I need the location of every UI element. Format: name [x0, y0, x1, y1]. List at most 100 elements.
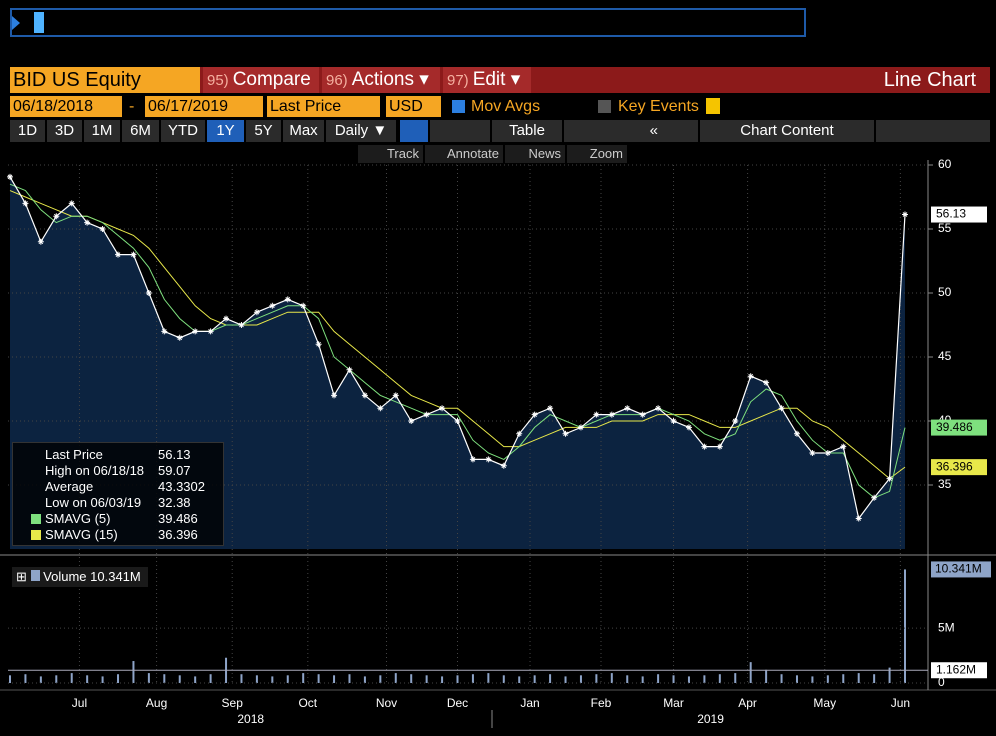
price-flag-label: 56.13: [936, 207, 966, 221]
tab[interactable]: 95) Compare: [203, 67, 319, 93]
volume-bar: [533, 675, 536, 683]
price-marker: [824, 450, 831, 456]
volume-name: Volume: [43, 569, 87, 584]
price-marker: [130, 251, 137, 258]
x-tick-label: Apr: [738, 696, 757, 710]
line-icon[interactable]: [400, 120, 428, 142]
period-button[interactable]: Max: [283, 120, 324, 142]
volume-bar: [626, 675, 629, 683]
price-marker: [562, 430, 569, 437]
tool-button[interactable]: Annotate: [425, 145, 503, 163]
volume-bar: [826, 675, 829, 683]
end-date[interactable]: 06/17/2019: [145, 96, 263, 117]
frequency[interactable]: Daily ▼: [326, 120, 396, 142]
bar-icon[interactable]: [430, 120, 490, 142]
x-tick-label: Jan: [520, 696, 539, 710]
price-marker: [192, 328, 199, 335]
volume-bar: [734, 673, 737, 683]
period-button[interactable]: 1D: [10, 120, 45, 142]
price-marker: [716, 443, 723, 450]
volume-bar: [86, 675, 89, 683]
tab[interactable]: 97) Edit ▾: [443, 67, 531, 93]
x-tick-label: Nov: [376, 696, 397, 710]
price-marker: [84, 219, 91, 226]
price-marker: [516, 430, 523, 437]
period-button[interactable]: 5Y: [246, 120, 281, 142]
price-marker: [454, 418, 461, 424]
price-marker: [223, 315, 230, 322]
volume-average-flag: [931, 662, 987, 679]
volume-bar: [657, 674, 660, 683]
period-button[interactable]: 1M: [84, 120, 120, 142]
price-marker: [469, 456, 476, 463]
period-button[interactable]: YTD: [161, 120, 205, 142]
tab-label: Edit ▾: [472, 69, 521, 90]
series-line: [9, 190, 906, 480]
period-button[interactable]: 3D: [47, 120, 82, 142]
period-button[interactable]: 1Y: [207, 120, 244, 142]
start-date[interactable]: 06/18/2018: [10, 96, 122, 117]
price-marker: [331, 392, 338, 399]
legend-swatch: [31, 530, 41, 540]
settings[interactable]: [876, 120, 990, 142]
price-marker: [99, 226, 106, 232]
volume-bar: [348, 674, 351, 683]
command-line[interactable]: [10, 8, 806, 37]
price-marker: [577, 424, 584, 431]
volume-bar: [765, 669, 768, 683]
table[interactable]: Table: [492, 120, 562, 142]
price-marker: [269, 302, 276, 309]
legend-label: High on 06/18/18: [45, 463, 145, 478]
chart-content[interactable]: Chart Content: [700, 120, 874, 142]
price-marker: [763, 379, 770, 386]
volume-bar: [888, 667, 891, 683]
price-marker: [161, 328, 168, 335]
tab-label: Compare: [232, 69, 311, 90]
back[interactable]: «: [564, 120, 698, 142]
volume-bar: [70, 673, 73, 683]
volume-flag: [931, 561, 991, 578]
price-marker: [68, 200, 75, 207]
price-marker: [7, 173, 13, 180]
key-events: Key Events: [618, 98, 699, 115]
volume-bar: [302, 673, 305, 683]
volume-bar: [549, 674, 552, 683]
security[interactable]: BID US Equity: [10, 67, 200, 93]
volume-value: 10.341M: [90, 569, 141, 584]
field[interactable]: Last Price: [267, 96, 380, 117]
legend-label: SMAVG (15): [45, 527, 118, 542]
volume-flag-label: 10.341M: [935, 562, 982, 576]
volume-bar: [487, 673, 490, 683]
price-marker: [547, 405, 554, 412]
price-flag: [931, 459, 987, 476]
volume-tick-label: 5M: [938, 620, 955, 634]
tool-button[interactable]: Zoom: [567, 145, 627, 163]
price-marker: [500, 462, 507, 469]
view-title: Line Chart: [883, 69, 976, 91]
price-marker: [53, 213, 60, 220]
legend-label: Last Price: [45, 447, 103, 462]
price-flag: [931, 206, 987, 223]
tab[interactable]: 96) Actions ▾: [322, 67, 440, 93]
price-marker: [284, 296, 291, 303]
legend-label: SMAVG (5): [45, 511, 111, 526]
mov-avgs-checkbox[interactable]: [452, 100, 465, 113]
currency[interactable]: USD: [386, 96, 441, 117]
tool-button[interactable]: Track: [358, 145, 423, 163]
y-tick-label: 60: [938, 157, 952, 171]
info-icon[interactable]: [706, 98, 720, 114]
legend-swatch: [31, 514, 41, 524]
period-button[interactable]: 6M: [122, 120, 159, 142]
volume-tick-label: 0: [938, 675, 945, 689]
legend-value: 56.13: [158, 447, 191, 462]
price-marker: [871, 494, 878, 501]
tool-button[interactable]: News: [505, 145, 565, 163]
volume-bar: [687, 676, 690, 683]
volume-bar: [456, 675, 459, 683]
price-marker: [608, 411, 615, 418]
volume-bar: [842, 674, 845, 683]
legend-value: 39.486: [158, 511, 198, 526]
legend-value: 59.07: [158, 463, 191, 478]
key-events-checkbox[interactable]: [598, 100, 611, 113]
